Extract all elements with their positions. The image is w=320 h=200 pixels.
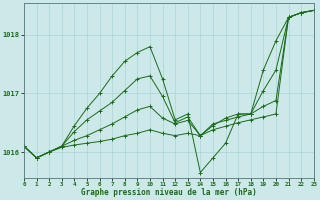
X-axis label: Graphe pression niveau de la mer (hPa): Graphe pression niveau de la mer (hPa): [81, 188, 257, 197]
